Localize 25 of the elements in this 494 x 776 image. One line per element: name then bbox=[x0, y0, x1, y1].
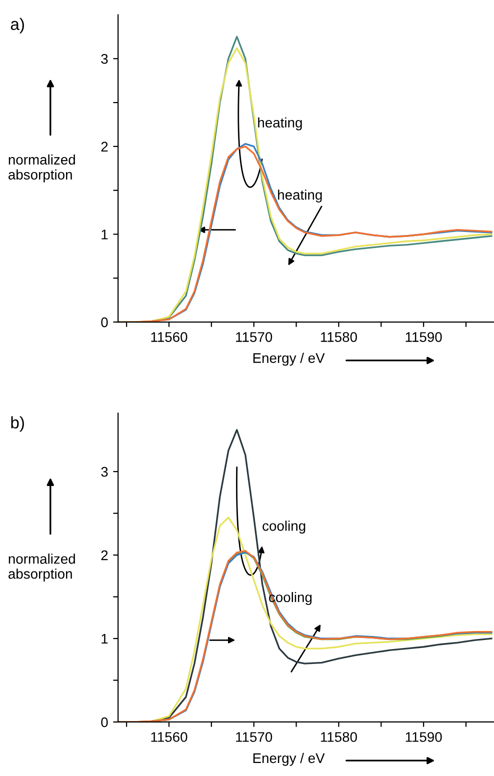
annotation: heating bbox=[278, 190, 322, 203]
x-tick-label: 11590 bbox=[406, 732, 442, 742]
annotation: heating bbox=[258, 117, 302, 130]
chart-title: b) bbox=[11, 416, 24, 432]
x-tick-label: 11560 bbox=[151, 732, 188, 742]
y-tick-label: 2 bbox=[101, 550, 108, 560]
x-axis-title: Energy / eV bbox=[253, 352, 325, 366]
y-tick-label: 3 bbox=[101, 466, 108, 477]
y-tick-label: 0 bbox=[101, 317, 108, 328]
y-tick-label: 0 bbox=[101, 717, 108, 728]
x-tick-label: 11580 bbox=[320, 732, 357, 742]
y-axis-title: normalized absorption bbox=[8, 154, 75, 182]
y-tick-label: 3 bbox=[101, 54, 108, 64]
x-tick-label: 11560 bbox=[151, 332, 188, 342]
x-tick-label: 11570 bbox=[236, 732, 272, 742]
x-tick-label: 11570 bbox=[236, 332, 272, 342]
chart-title: a) bbox=[10, 18, 24, 34]
x-tick-label: 11580 bbox=[320, 332, 357, 342]
y-tick-label: 2 bbox=[101, 142, 108, 152]
annotation: cooling bbox=[262, 520, 306, 534]
x-tick-label: 11590 bbox=[406, 332, 442, 342]
y-axis-title: normalized absorption bbox=[8, 554, 75, 582]
x-axis-title: Energy / eV bbox=[253, 752, 325, 766]
y-tick-label: 1 bbox=[102, 634, 108, 644]
y-tick-label: 1 bbox=[102, 230, 108, 240]
